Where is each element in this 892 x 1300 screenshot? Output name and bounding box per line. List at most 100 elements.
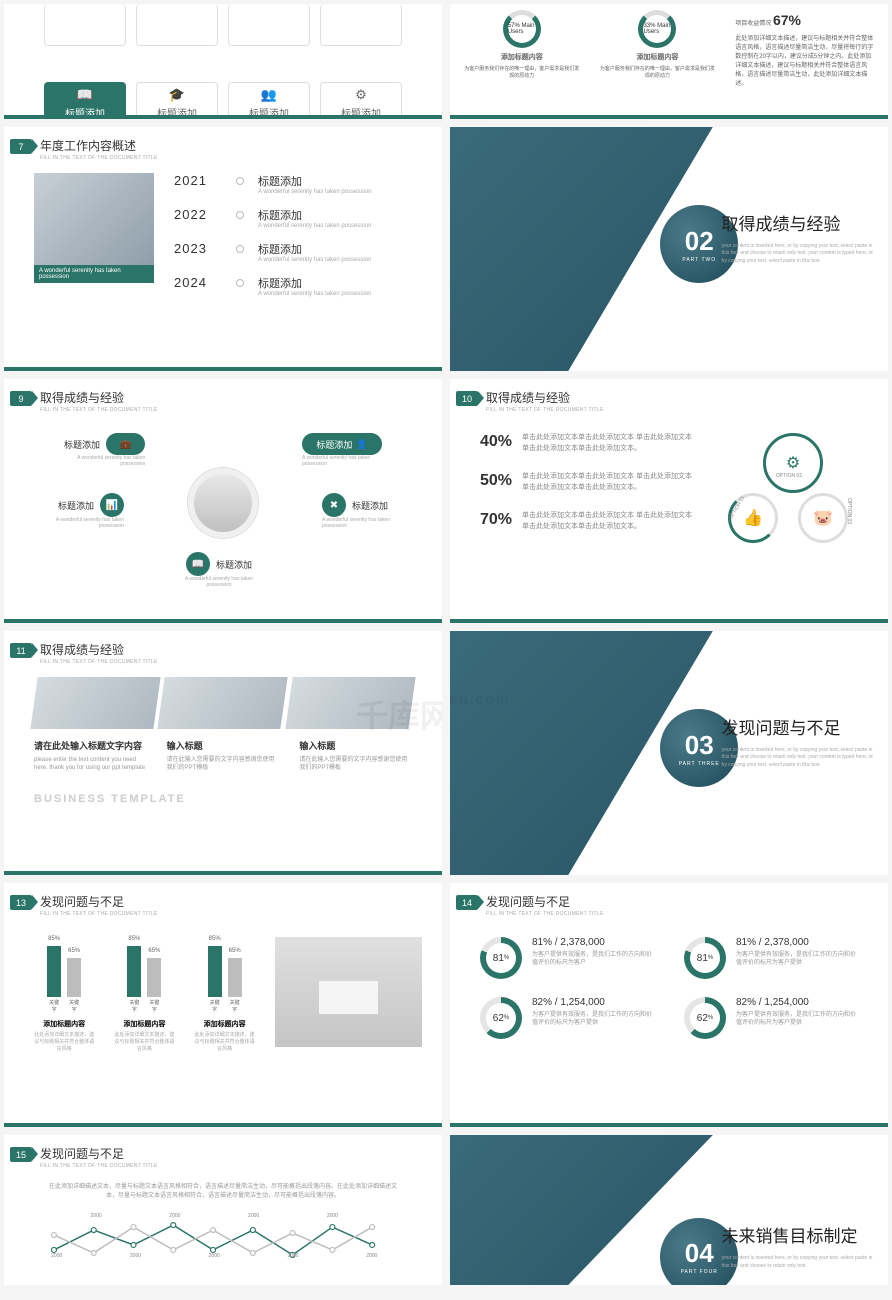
- metric-heading: 82% / 1,254,000: [736, 997, 858, 1008]
- percent-row: 70%单击此处添加文本单击此处添加文本 单击此处添加文本单击此处添加文本单击此处…: [480, 511, 698, 532]
- center-circle: [188, 468, 258, 538]
- percent-value: 40%: [480, 433, 512, 451]
- slide-title: 发现问题与不足: [40, 893, 158, 910]
- footer-text: BUSINESS TEMPLATE: [34, 793, 412, 805]
- slide-title: 发现问题与不足: [40, 1145, 158, 1162]
- chart-icon: 📊: [100, 493, 124, 517]
- slide-number-badge: 11: [10, 643, 32, 658]
- slide-6-partial: 57% Main Users 添加标题内容 为客户服务我们存在的唯一理由，客户需…: [450, 4, 888, 119]
- timeline-title: 标题添加: [258, 275, 371, 291]
- data-label: 2000: [287, 1253, 298, 1259]
- timeline-row: 2023标题添加A wonderful serenity has taken p…: [174, 241, 412, 263]
- section-title: 取得成绩与经验: [722, 210, 878, 235]
- tile-icon: ⚙: [355, 87, 367, 103]
- donut-chart: 62%: [480, 997, 522, 1039]
- timeline-dot: [236, 177, 244, 185]
- data-label: 2000: [169, 1213, 180, 1219]
- briefcase-icon: 💼: [106, 433, 145, 455]
- pill-button: 标题添加 👤: [302, 433, 382, 455]
- placeholder-image: [158, 677, 289, 729]
- timeline-dot: [236, 211, 244, 219]
- percent-value: 50%: [480, 472, 512, 490]
- timeline-dot: [236, 245, 244, 253]
- percent-value: 70%: [480, 511, 512, 529]
- slide-title: 取得成绩与经验: [40, 641, 158, 658]
- nav-tile[interactable]: 📖 标题添加: [44, 82, 126, 119]
- slide-number-badge: 10: [456, 391, 478, 406]
- data-label: 2000: [366, 1253, 377, 1259]
- data-label: 2000: [91, 1213, 102, 1219]
- slide-number-badge: 14: [456, 895, 478, 910]
- slide-title: 发现问题与不足: [486, 893, 604, 910]
- content-column: 请在此处输入标题文字内容please enter the text conten…: [34, 739, 147, 773]
- timeline-row: 2021标题添加A wonderful serenity has taken p…: [174, 173, 412, 195]
- donut-chart: 57% Main Users: [503, 10, 541, 48]
- tile-icon: 🎓: [169, 87, 185, 103]
- section-title: 发现问题与不足: [722, 714, 878, 739]
- section-title: 未来销售目标制定: [722, 1222, 878, 1247]
- content-column: 输入标题请在此输入您需要的文字内容感谢您使用我们的PPT模板: [299, 739, 412, 773]
- nav-tile[interactable]: [136, 4, 218, 46]
- placeholder-image: [285, 677, 416, 729]
- nav-tile[interactable]: [44, 4, 126, 46]
- book-icon: 📖: [186, 552, 210, 576]
- data-label: 2000: [209, 1253, 220, 1259]
- tile-icon: 📖: [77, 87, 93, 103]
- bar-chart: 85% 65% 关键字关键字 添加标题内容此处添加详细文本描述，建议与标题相关并…: [195, 937, 255, 1097]
- nav-tile[interactable]: ⚙ 标题添加: [320, 82, 402, 119]
- year-label: 2021: [174, 173, 222, 188]
- timeline-row: 2024标题添加A wonderful serenity has taken p…: [174, 275, 412, 297]
- donut-chart: 62%: [684, 997, 726, 1039]
- slide-11: 11 取得成绩与经验 FILL IN THE TEXT OF THE DOCUM…: [4, 631, 442, 875]
- tile-label: 标题添加: [157, 105, 197, 120]
- slide-10: 10 取得成绩与经验 FILL IN THE TEXT OF THE DOCUM…: [450, 379, 888, 623]
- data-label: 2000: [248, 1213, 259, 1219]
- donut-chart: 81%: [480, 937, 522, 979]
- timeline-title: 标题添加: [258, 173, 371, 189]
- slide-15-partial: 15 发现问题与不足 FILL IN THE TEXT OF THE DOCUM…: [4, 1135, 442, 1285]
- metric-item: 62% 82% / 1,254,000为客户提供有效服务，是我们工作的方向和价值…: [480, 997, 654, 1039]
- slide-number-badge: 7: [10, 139, 32, 154]
- slide-title: 取得成绩与经验: [40, 389, 158, 406]
- laptop-image: [275, 937, 422, 1047]
- placeholder-image: A wonderful serenity has taken possessio…: [34, 173, 154, 283]
- data-label: 2000: [51, 1253, 62, 1259]
- content-column: 输入标题请在此输入您需要的文字内容感谢您使用我们的PPT模板: [167, 739, 280, 773]
- slide-14: 14 发现问题与不足 FILL IN THE TEXT OF THE DOCUM…: [450, 883, 888, 1127]
- bar-chart: 85% 65% 关键字关键字 添加标题内容此处添加详细文本描述，建议与标题相关并…: [34, 937, 94, 1097]
- slide-13: 13 发现问题与不足 FILL IN THE TEXT OF THE DOCUM…: [4, 883, 442, 1127]
- slide-number-badge: 15: [10, 1147, 32, 1162]
- year-label: 2024: [174, 275, 222, 290]
- metric-item: 62% 82% / 1,254,000为客户提供有效服务，是我们工作的方向和价值…: [684, 997, 858, 1039]
- section-04-partial: 04 PART FOUR 未来销售目标制定 your content is in…: [450, 1135, 888, 1285]
- year-label: 2022: [174, 207, 222, 222]
- slide-7: 7 年度工作内容概述 FILL IN THE TEXT OF THE DOCUM…: [4, 127, 442, 371]
- nav-tile[interactable]: [228, 4, 310, 46]
- metric-heading: 81% / 2,378,000: [736, 937, 858, 948]
- line-chart: 200020002000200020002000200020002000: [44, 1215, 402, 1265]
- year-label: 2023: [174, 241, 222, 256]
- description-text: 在此添加详细描述文本，尽量与标题文本语言风格相符合，语言描述尽量简洁生动，尽可能…: [44, 1183, 402, 1201]
- slide-9: 9 取得成绩与经验 FILL IN THE TEXT OF THE DOCUME…: [4, 379, 442, 623]
- timeline-title: 标题添加: [258, 241, 371, 257]
- section-02: 02 PART TWO 取得成绩与经验 your content is inse…: [450, 127, 888, 371]
- placeholder-image: [30, 677, 161, 729]
- donut-chart: 33% Main Users: [638, 10, 676, 48]
- nav-tile[interactable]: 🎓 标题添加: [136, 82, 218, 119]
- tools-icon: ✖: [322, 493, 346, 517]
- nav-tile[interactable]: 👥标题添加: [228, 82, 310, 119]
- percent-row: 40%单击此处添加文本单击此处添加文本 单击此处添加文本单击此处添加文本单击此处…: [480, 433, 698, 454]
- metric-item: 81% 81% / 2,378,000为客户提供有效服务，是我们工作的方向和价值…: [684, 937, 858, 979]
- tile-label: 标题添加: [341, 105, 381, 120]
- bar-chart: 85% 65% 关键字关键字 添加标题内容此处添加详细文本描述，建议与标题相关并…: [114, 937, 174, 1097]
- tile-label: 标题添加: [65, 105, 105, 120]
- timeline-row: 2022标题添加A wonderful serenity has taken p…: [174, 207, 412, 229]
- data-label: 2000: [327, 1213, 338, 1219]
- slide-number-badge: 13: [10, 895, 32, 910]
- slide-5-partial: 📖 标题添加 🎓 标题添加 👥标题添加 ⚙ 标题添加: [4, 4, 442, 119]
- nav-tile[interactable]: [320, 4, 402, 46]
- option-diagram: ⚙ 👍 🐷 OPTION 02 OPTION 01 OPTION 03: [718, 433, 868, 593]
- timeline-title: 标题添加: [258, 207, 371, 223]
- metric-item: 81% 81% / 2,378,000为客户提供有效服务，是我们工作的方向和价值…: [480, 937, 654, 979]
- slide-title: 取得成绩与经验: [486, 389, 604, 406]
